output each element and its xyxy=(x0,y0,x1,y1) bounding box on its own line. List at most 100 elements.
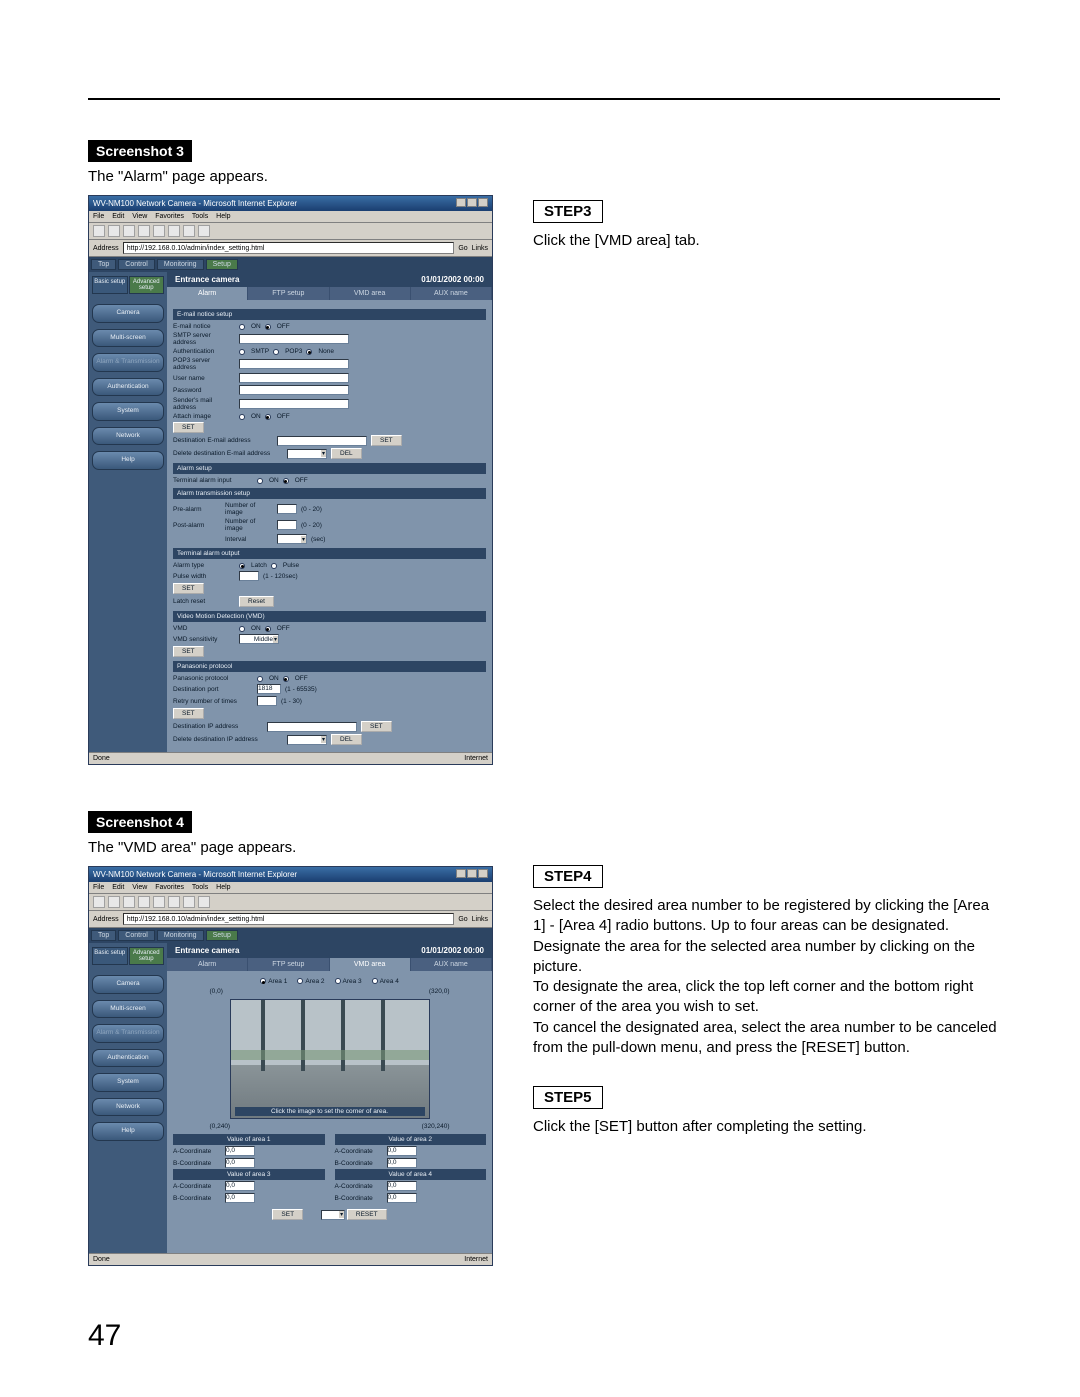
address-input-2[interactable]: http://192.168.0.10/admin/index_setting.… xyxy=(123,913,455,925)
tabs-row[interactable]: Alarm FTP setup VMD area AUX name xyxy=(167,287,492,300)
radio-area3[interactable] xyxy=(335,978,341,984)
radio-attach-on[interactable] xyxy=(239,414,245,420)
inp-b2[interactable]: 0,0 xyxy=(387,1158,417,1168)
inp-post-num[interactable] xyxy=(277,520,297,530)
btn-set-3[interactable]: SET xyxy=(173,583,204,594)
btn-set-5[interactable]: SET xyxy=(173,708,204,719)
sidebtn-system-2[interactable]: System xyxy=(92,1073,164,1092)
menu-file-2[interactable]: File xyxy=(93,884,104,891)
inp-b1[interactable]: 0,0 xyxy=(225,1158,255,1168)
topnav-monitoring-2[interactable]: Monitoring xyxy=(157,930,204,941)
inp-pulsewidth[interactable] xyxy=(239,571,259,581)
radio-pulse[interactable] xyxy=(271,563,277,569)
sidebtn-system[interactable]: System xyxy=(92,402,164,421)
sel-interval[interactable] xyxy=(277,534,307,544)
btn-set-2[interactable]: SET xyxy=(371,435,402,446)
side-tabs-2[interactable]: Basic setup Advanced setup xyxy=(92,947,164,965)
topnav-setup-2[interactable]: Setup xyxy=(206,930,238,941)
go-button[interactable]: Go xyxy=(458,245,467,252)
topnav-top[interactable]: Top xyxy=(91,259,116,270)
topnav-setup[interactable]: Setup xyxy=(206,259,238,270)
tab-aux-2[interactable]: AUX name xyxy=(411,958,492,971)
sidebtn-alarm[interactable]: Alarm & Transmission xyxy=(92,353,164,372)
radio-vmd-off[interactable] xyxy=(265,626,271,632)
sidebtn-multiscreen[interactable]: Multi-screen xyxy=(92,329,164,348)
sidebtn-network-2[interactable]: Network xyxy=(92,1098,164,1117)
topnav-top-2[interactable]: Top xyxy=(91,930,116,941)
menu-edit[interactable]: Edit xyxy=(112,213,124,220)
inp-destip[interactable] xyxy=(267,722,357,732)
sidebtn-help-2[interactable]: Help xyxy=(92,1122,164,1141)
tab-vmd[interactable]: VMD area xyxy=(330,287,411,300)
sidetab-basic[interactable]: Basic setup xyxy=(92,276,128,294)
radio-attach-off[interactable] xyxy=(265,414,271,420)
radio-latch[interactable] xyxy=(239,563,245,569)
vmd-preview-image[interactable]: Click the image to set the corner of are… xyxy=(230,999,430,1119)
menu-help[interactable]: Help xyxy=(216,213,230,220)
sidebtn-auth-2[interactable]: Authentication xyxy=(92,1049,164,1068)
sel-vmdsens[interactable]: Middle xyxy=(239,634,279,644)
menu-file[interactable]: File xyxy=(93,213,104,220)
app-topnav[interactable]: Top Control Monitoring Setup xyxy=(89,257,492,272)
sidebtn-camera[interactable]: Camera xyxy=(92,304,164,323)
sidebtn-auth[interactable]: Authentication xyxy=(92,378,164,397)
side-tabs[interactable]: Basic setup Advanced setup xyxy=(92,276,164,294)
tabs-row-2[interactable]: Alarm FTP setup VMD area AUX name xyxy=(167,958,492,971)
radio-email-on[interactable] xyxy=(239,324,245,330)
btn-set-4[interactable]: SET xyxy=(173,646,204,657)
inp-a3[interactable]: 0,0 xyxy=(225,1181,255,1191)
btn-set-1[interactable]: SET xyxy=(173,422,204,433)
radio-email-off[interactable] xyxy=(265,324,271,330)
ie-toolbar-2[interactable] xyxy=(89,894,492,911)
sidebtn-help[interactable]: Help xyxy=(92,451,164,470)
sidetab-advanced[interactable]: Advanced setup xyxy=(129,276,165,294)
ie-menubar-2[interactable]: File Edit View Favorites Tools Help xyxy=(89,882,492,894)
radio-pp-off[interactable] xyxy=(283,676,289,682)
menu-tools[interactable]: Tools xyxy=(192,213,208,220)
sel-vmd-reset[interactable] xyxy=(321,1210,345,1220)
sidebtn-multiscreen-2[interactable]: Multi-screen xyxy=(92,1000,164,1019)
window-controls-2[interactable] xyxy=(455,869,488,880)
menu-favorites[interactable]: Favorites xyxy=(155,213,184,220)
ie-addressbar[interactable]: Address http://192.168.0.10/admin/index_… xyxy=(89,240,492,257)
tab-aux[interactable]: AUX name xyxy=(411,287,492,300)
btn-del-2[interactable]: DEL xyxy=(331,734,362,745)
radio-pp-on[interactable] xyxy=(257,676,263,682)
radio-auth-pop3[interactable] xyxy=(273,349,279,355)
inp-b3[interactable]: 0,0 xyxy=(225,1193,255,1203)
inp-pre-num[interactable] xyxy=(277,504,297,514)
inp-user[interactable] xyxy=(239,373,349,383)
inp-pop3[interactable] xyxy=(239,359,349,369)
sidebtn-network[interactable]: Network xyxy=(92,427,164,446)
menu-view[interactable]: View xyxy=(132,213,147,220)
menu-view-2[interactable]: View xyxy=(132,884,147,891)
inp-b4[interactable]: 0,0 xyxy=(387,1193,417,1203)
sel-deldest[interactable] xyxy=(287,449,327,459)
tab-ftp-2[interactable]: FTP setup xyxy=(248,958,329,971)
inp-sender[interactable] xyxy=(239,399,349,409)
window-controls[interactable] xyxy=(455,198,488,209)
btn-vmd-reset[interactable]: RESET xyxy=(347,1209,387,1220)
sidebtn-alarm-2[interactable]: Alarm & Transmission xyxy=(92,1024,164,1043)
tab-vmd-2[interactable]: VMD area xyxy=(330,958,411,971)
inp-destport[interactable]: 1818 xyxy=(257,684,281,694)
menu-favorites-2[interactable]: Favorites xyxy=(155,884,184,891)
inp-smtp[interactable] xyxy=(239,334,349,344)
inp-a4[interactable]: 0,0 xyxy=(387,1181,417,1191)
sel-deldestip[interactable] xyxy=(287,735,327,745)
inp-a1[interactable]: 0,0 xyxy=(225,1146,255,1156)
radio-area4[interactable] xyxy=(372,978,378,984)
btn-del-1[interactable]: DEL xyxy=(331,448,362,459)
tab-alarm-2[interactable]: Alarm xyxy=(167,958,248,971)
inp-destemail[interactable] xyxy=(277,436,367,446)
sidebtn-camera-2[interactable]: Camera xyxy=(92,975,164,994)
radio-auth-smtp[interactable] xyxy=(239,349,245,355)
topnav-control-2[interactable]: Control xyxy=(118,930,155,941)
sidetab-advanced-2[interactable]: Advanced setup xyxy=(129,947,165,965)
btn-vmd-set[interactable]: SET xyxy=(272,1209,303,1220)
inp-a2[interactable]: 0,0 xyxy=(387,1146,417,1156)
menu-tools-2[interactable]: Tools xyxy=(192,884,208,891)
tab-alarm[interactable]: Alarm xyxy=(167,287,248,300)
sidetab-basic-2[interactable]: Basic setup xyxy=(92,947,128,965)
go-button-2[interactable]: Go xyxy=(458,916,467,923)
